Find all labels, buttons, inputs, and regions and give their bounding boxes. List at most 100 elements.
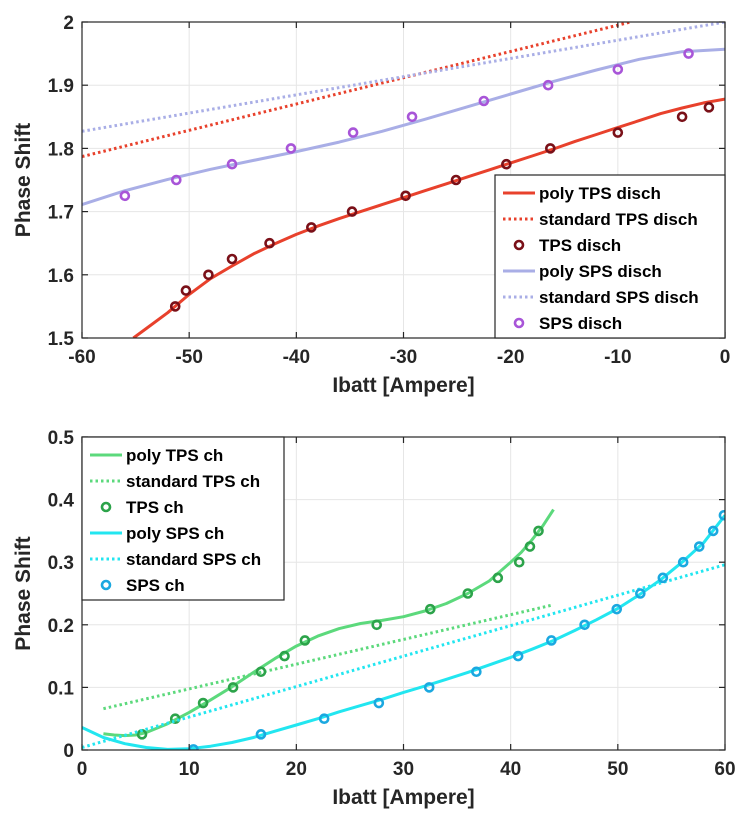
chart-panel-2: 0 10 20 30 40 50 60 0 0.1 0.2 0.3 0.4 0.5 Ibatt [Ampe… bbox=[12, 428, 736, 809]
data-point-sps-ch bbox=[546, 635, 557, 646]
x-tick-label: -60 bbox=[68, 347, 95, 368]
series-line-poly-tps-disch bbox=[132, 97, 725, 338]
x-tick-label: 30 bbox=[393, 759, 414, 780]
legend-label-standard-tps-ch: standard TPS ch bbox=[126, 472, 260, 491]
data-point-sps-disch bbox=[285, 143, 297, 154]
data-point-tps-disch bbox=[226, 253, 238, 265]
data-point-tps-ch bbox=[255, 666, 267, 678]
data-point-sps-ch bbox=[677, 556, 689, 568]
series-line-poly-tps-ch bbox=[103, 508, 555, 738]
y-tick-label: 1.5 bbox=[48, 329, 75, 350]
data-point-sps-ch bbox=[707, 525, 719, 537]
legend-label-standard-sps-disch: standard SPS disch bbox=[539, 288, 699, 307]
legend-label-standard-tps-disch: standard TPS disch bbox=[539, 210, 698, 229]
data-point-sps-ch bbox=[657, 572, 669, 584]
legend-label-poly-sps-ch: poly SPS ch bbox=[126, 524, 224, 543]
x-tick-label: 20 bbox=[286, 759, 307, 780]
series-line-standard-sps-ch bbox=[82, 563, 725, 749]
series-line-standard-sps-disch bbox=[82, 22, 725, 133]
data-point-tps-ch bbox=[492, 572, 504, 584]
y-tick-label: 0.5 bbox=[48, 428, 75, 449]
data-point-sps-disch bbox=[612, 64, 624, 75]
x-tick-label: -30 bbox=[390, 347, 417, 368]
data-point-sps-disch bbox=[683, 48, 694, 59]
y-tick-label: 0.2 bbox=[48, 616, 74, 637]
data-point-sps-disch bbox=[119, 190, 131, 202]
x-tick-label: 50 bbox=[607, 759, 628, 780]
data-point-tps-ch bbox=[424, 603, 436, 615]
legend-swatch-tps-ch bbox=[100, 501, 112, 513]
legend-swatch-tps-disch bbox=[513, 239, 525, 251]
legend-label-tps-ch: TPS ch bbox=[126, 498, 184, 517]
data-point-tps-disch bbox=[501, 158, 512, 170]
data-point-sps-disch bbox=[542, 79, 554, 91]
legend-label-poly-tps-ch: poly TPS ch bbox=[126, 446, 223, 465]
data-point-sps-ch bbox=[512, 650, 524, 662]
data-point-tps-disch bbox=[346, 206, 358, 217]
y-tick-label: 1.9 bbox=[48, 76, 74, 97]
x-axis-label: Ibatt [Ampere] bbox=[332, 786, 474, 809]
x-tick-label: 60 bbox=[714, 759, 735, 780]
legend-label-tps-disch: TPS disch bbox=[539, 236, 621, 255]
y-tick-label: 0.3 bbox=[48, 553, 74, 574]
data-point-sps-ch bbox=[579, 619, 590, 631]
data-point-tps-ch bbox=[371, 619, 383, 631]
data-point-sps-ch bbox=[635, 588, 646, 599]
data-point-sps-ch bbox=[471, 666, 482, 678]
data-point-sps-ch bbox=[373, 697, 385, 709]
data-point-tps-ch bbox=[533, 525, 544, 537]
y-tick-label: 0.4 bbox=[48, 491, 75, 512]
y-axis-label: Phase Shift bbox=[12, 123, 35, 237]
y-axis-label: Phase Shift bbox=[12, 536, 35, 650]
data-point-tps-ch bbox=[279, 650, 290, 662]
data-point-tps-ch bbox=[462, 588, 474, 599]
data-point-tps-disch bbox=[703, 102, 715, 113]
x-tick-label: 40 bbox=[500, 759, 521, 780]
legend: poly TPS ch standard TPS ch TPS ch poly SPS… bbox=[81, 436, 285, 601]
data-point-tps-disch bbox=[169, 301, 181, 312]
x-tick-label: 0 bbox=[720, 347, 731, 368]
y-tick-label: 1.7 bbox=[48, 203, 74, 224]
legend-box bbox=[81, 436, 285, 601]
legend-label-standard-sps-ch: standard SPS ch bbox=[126, 550, 261, 569]
data-point-tps-ch bbox=[513, 556, 525, 568]
data-point-sps-disch bbox=[226, 158, 238, 170]
data-point-tps-disch bbox=[264, 237, 275, 249]
data-point-tps-ch bbox=[227, 682, 239, 693]
x-tick-label: -10 bbox=[604, 347, 631, 368]
legend-swatch-sps-disch bbox=[513, 317, 525, 329]
x-tick-label: -40 bbox=[283, 347, 310, 368]
x-axis-label: Ibatt [Ampere] bbox=[332, 374, 474, 397]
y-tick-label: 2 bbox=[63, 13, 74, 34]
legend-label-poly-tps-disch: poly TPS disch bbox=[539, 184, 661, 203]
data-point-tps-ch bbox=[524, 541, 536, 552]
data-point-tps-disch bbox=[306, 222, 317, 233]
legend-swatch-sps-ch bbox=[100, 579, 112, 591]
chart-panel-1: -60 -50 -40 -30 -20 -10 0 1.5 1.6 1.7 1.8 1.9 2 Ibatt… bbox=[12, 13, 730, 397]
data-point-sps-disch bbox=[171, 174, 182, 186]
legend-label-sps-disch: SPS disch bbox=[539, 314, 622, 333]
series-group bbox=[82, 508, 725, 750]
y-tick-label: 1.8 bbox=[48, 139, 74, 160]
legend-box bbox=[494, 174, 726, 339]
x-tick-label: 10 bbox=[179, 759, 200, 780]
data-point-sps-ch bbox=[718, 509, 725, 521]
data-point-tps-disch bbox=[545, 143, 556, 154]
data-point-tps-disch bbox=[612, 127, 624, 138]
y-tick-label: 1.6 bbox=[48, 266, 74, 287]
series-line-standard-tps-disch bbox=[82, 22, 632, 159]
data-point-tps-disch bbox=[180, 285, 192, 296]
data-point-tps-disch bbox=[676, 111, 688, 123]
data-point-sps-disch bbox=[347, 127, 359, 138]
legend: poly TPS disch standard TPS disch TPS disc… bbox=[494, 174, 726, 339]
y-tick-label: 0.1 bbox=[48, 678, 75, 699]
data-point-sps-ch bbox=[318, 713, 330, 725]
legend-label-sps-ch: SPS ch bbox=[126, 576, 185, 595]
data-point-tps-disch bbox=[400, 190, 411, 202]
data-point-sps-ch bbox=[611, 603, 623, 615]
data-point-tps-disch bbox=[450, 174, 462, 186]
x-tick-label: 0 bbox=[77, 759, 88, 780]
data-point-tps-disch bbox=[203, 269, 214, 281]
x-tick-label: -50 bbox=[175, 347, 202, 368]
